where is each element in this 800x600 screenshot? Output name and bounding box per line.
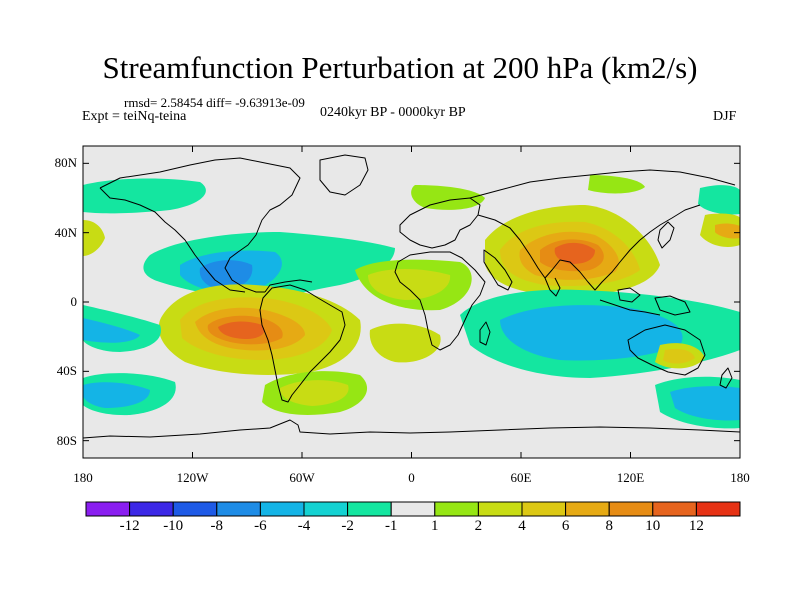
- colorbar-swatch: [129, 501, 174, 517]
- colorbar-swatch: [434, 501, 479, 517]
- colorbar-swatch: [695, 501, 741, 517]
- experiment-label: Expt = teiNq-teina: [82, 109, 187, 124]
- lat-tick-label: 40S: [56, 363, 77, 379]
- colorbar: [85, 501, 741, 517]
- colorbar-label: 12: [688, 518, 704, 534]
- lon-tick-label: 0: [408, 470, 415, 485]
- figure-title: Streamfunction Perturbation at 200 hPa (…: [102, 50, 698, 85]
- stats-line: rmsd= 2.58454 diff= -9.63913e-09: [124, 95, 305, 110]
- period-label: 0240kyr BP - 0000kyr BP: [320, 105, 466, 120]
- longitude-ticks: [82, 146, 741, 458]
- colorbar-label: 8: [605, 518, 613, 534]
- lat-tick-label: 80N: [54, 155, 77, 171]
- colorbar-label: -4: [297, 518, 311, 534]
- colorbar-label: -1: [384, 518, 398, 534]
- colorbar-swatch: [608, 501, 654, 517]
- lon-tick-label: 180: [73, 470, 93, 485]
- colorbar-swatch: [565, 501, 610, 517]
- colorbar-label: 6: [561, 518, 570, 534]
- colorbar-label: -10: [163, 518, 184, 534]
- colorbar-swatch: [303, 501, 349, 517]
- colorbar-label: -8: [210, 518, 224, 534]
- colorbar-label: 1: [431, 518, 439, 534]
- colorbar-label: -12: [119, 518, 140, 534]
- colorbar-label: 10: [645, 518, 661, 534]
- latitude-ticks: [83, 162, 740, 442]
- anomaly-fill: [83, 175, 740, 429]
- colorbar-swatch: [172, 501, 218, 517]
- colorbar-label: 2: [474, 518, 483, 534]
- lon-tick-label: 120E: [616, 470, 645, 485]
- colorbar-label: -6: [254, 518, 267, 534]
- lon-tick-label: 60W: [289, 470, 315, 485]
- lat-tick-label: 80S: [56, 432, 77, 448]
- colorbar-swatch: [521, 501, 567, 517]
- lon-tick-label: 180: [730, 470, 750, 485]
- colorbar-swatch: [347, 501, 392, 517]
- coastlines: [83, 154, 740, 439]
- colorbar-swatch: [477, 501, 523, 517]
- colorbar-label: 4: [518, 518, 526, 534]
- season-label: DJF: [713, 109, 737, 124]
- colorbar-swatch: [652, 501, 697, 517]
- colorbar-swatch: [216, 501, 261, 517]
- colorbar-swatch: [259, 501, 305, 517]
- colorbar-label: -2: [341, 518, 354, 534]
- lon-tick-label: 120W: [176, 470, 209, 485]
- lat-tick-label: 40N: [54, 224, 77, 240]
- colorbar-swatch: [390, 501, 436, 517]
- lon-tick-label: 60E: [510, 470, 532, 485]
- colorbar-swatch: [85, 501, 131, 517]
- lat-tick-label: 0: [70, 294, 78, 309]
